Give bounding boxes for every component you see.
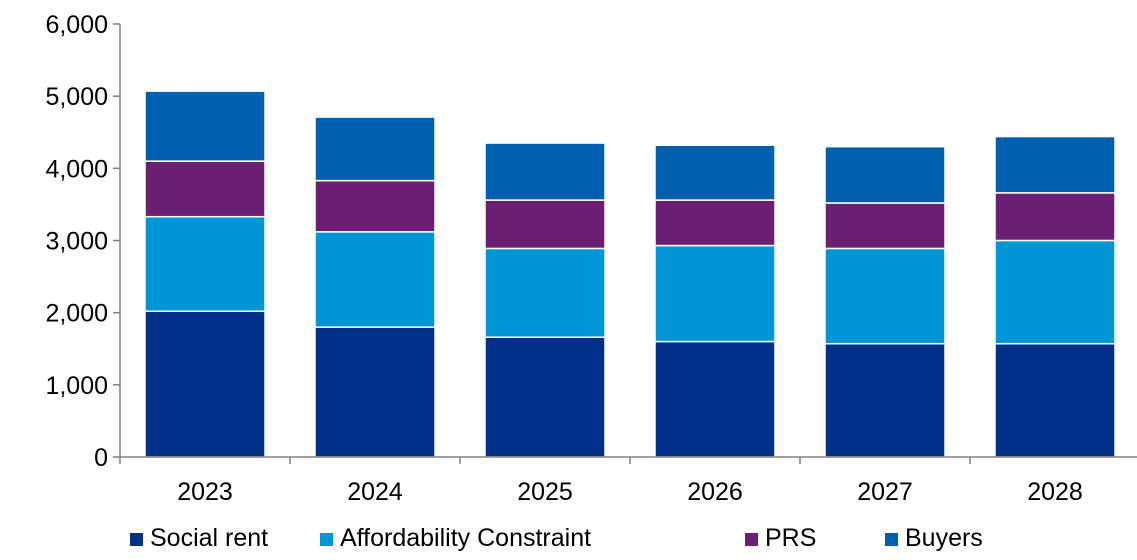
x-tick-label: 2025: [517, 478, 573, 506]
legend-swatch: [885, 533, 898, 546]
bar-segment-buyers: [994, 135, 1116, 194]
y-tick-label: 0: [94, 444, 108, 472]
x-tick-label: 2024: [347, 478, 403, 506]
bar-segment-affordability-constraint: [654, 244, 776, 343]
bar-segment-prs: [654, 199, 776, 247]
y-axis-ticks: 0 1,000 2,000 3,000 4,000 5,000 6,000: [45, 11, 120, 472]
x-tick-label: 2028: [1027, 478, 1083, 506]
legend-swatch: [130, 533, 143, 546]
bar-segment-prs: [314, 179, 436, 233]
legend-label: Social rent: [150, 524, 268, 552]
y-tick-label: 6,000: [45, 11, 108, 39]
x-axis-ticks: 2023 2024 2025 2026 2027 2028: [119, 457, 1083, 506]
y-tick-label: 5,000: [45, 83, 108, 111]
y-tick-label: 3,000: [45, 228, 108, 256]
bar-segment-prs: [144, 160, 266, 218]
bar-segment-affordability-constraint: [314, 231, 436, 328]
bar-segment-affordability-constraint: [994, 239, 1116, 345]
bars-layer: [144, 90, 1116, 458]
legend-label: PRS: [765, 524, 816, 552]
x-tick-label: 2023: [177, 478, 233, 506]
legend: Social rent Affordability Constraint PRS Bu…: [130, 524, 983, 552]
bar-segment-buyers: [144, 90, 266, 162]
x-tick-label: 2026: [687, 478, 743, 506]
x-tick-label: 2027: [857, 478, 913, 506]
bar-segment-social-rent: [994, 342, 1116, 458]
bar-segment-social-rent: [484, 336, 606, 458]
bar-segment-buyers: [314, 116, 436, 182]
bar-segment-social-rent: [654, 340, 776, 458]
bar-segment-social-rent: [824, 342, 946, 458]
bar-segment-buyers: [824, 145, 946, 204]
legend-label: Affordability Constraint: [340, 524, 591, 552]
bar-segment-prs: [994, 192, 1116, 242]
bar-segment-prs: [484, 199, 606, 250]
y-tick-label: 4,000: [45, 155, 108, 183]
y-tick-label: 1,000: [45, 372, 108, 400]
bar-segment-buyers: [484, 142, 606, 201]
legend-swatch: [745, 533, 758, 546]
legend-swatch: [320, 533, 333, 546]
bar-segment-social-rent: [144, 310, 266, 458]
bar-segment-affordability-constraint: [484, 247, 606, 338]
legend-label: Buyers: [905, 524, 983, 552]
bar-segment-affordability-constraint: [824, 247, 946, 345]
bar-segment-buyers: [654, 144, 776, 201]
y-tick-label: 2,000: [45, 300, 108, 328]
bar-segment-social-rent: [314, 326, 436, 458]
bar-segment-prs: [824, 202, 946, 250]
bar-segment-affordability-constraint: [144, 215, 266, 312]
